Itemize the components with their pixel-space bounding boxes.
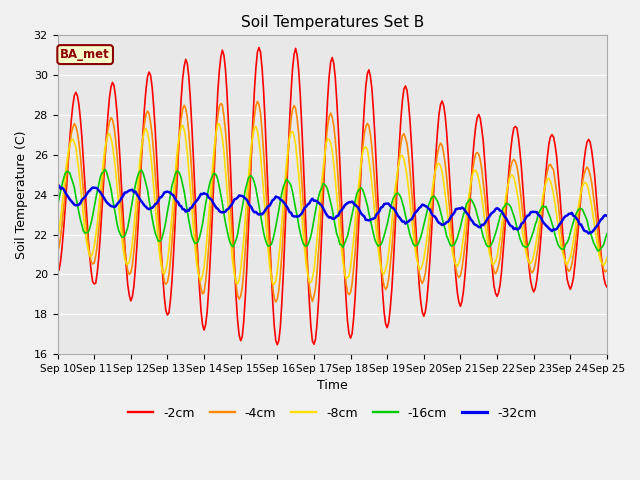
-2cm [388, 287, 396, 293]
-32cm [397, 216, 404, 222]
-2cm [54, 269, 61, 275]
-4cm [156, 236, 164, 242]
-8cm [54, 237, 61, 242]
-32cm [536, 213, 543, 219]
Text: BA_met: BA_met [60, 48, 110, 61]
Y-axis label: Soil Temperature (C): Soil Temperature (C) [15, 131, 28, 259]
-32cm [585, 230, 593, 236]
Line: -32cm: -32cm [58, 185, 607, 233]
-32cm [603, 213, 611, 219]
-4cm [253, 98, 261, 104]
-8cm [400, 156, 408, 162]
-32cm [156, 195, 164, 201]
-4cm [54, 250, 61, 256]
Line: -8cm: -8cm [58, 124, 607, 285]
-16cm [101, 167, 109, 172]
-4cm [69, 125, 77, 131]
-16cm [538, 205, 545, 211]
-8cm [270, 282, 278, 288]
-32cm [69, 200, 77, 206]
-16cm [603, 231, 611, 237]
-2cm [603, 284, 611, 290]
Line: -16cm: -16cm [58, 169, 607, 251]
-2cm [255, 45, 263, 50]
-2cm [156, 219, 164, 225]
-2cm [369, 108, 377, 113]
-32cm [54, 182, 61, 188]
-8cm [603, 255, 611, 261]
-2cm [400, 86, 408, 92]
-16cm [594, 248, 602, 254]
Line: -2cm: -2cm [58, 48, 607, 345]
-8cm [69, 136, 77, 142]
X-axis label: Time: Time [317, 379, 348, 392]
-4cm [388, 248, 396, 253]
-2cm [539, 208, 547, 214]
-8cm [369, 196, 377, 202]
-4cm [369, 163, 377, 168]
-16cm [54, 204, 61, 209]
-4cm [603, 267, 611, 273]
-4cm [272, 299, 280, 305]
-16cm [368, 224, 376, 229]
-2cm [69, 103, 77, 108]
-8cm [539, 193, 547, 199]
-16cm [69, 180, 77, 185]
-16cm [157, 238, 165, 243]
-32cm [367, 217, 374, 223]
-8cm [156, 252, 164, 258]
-8cm [388, 220, 396, 226]
-2cm [273, 342, 281, 348]
Legend: -2cm, -4cm, -8cm, -16cm, -32cm: -2cm, -4cm, -8cm, -16cm, -32cm [123, 402, 541, 425]
-32cm [385, 201, 392, 207]
Line: -4cm: -4cm [58, 101, 607, 302]
Title: Soil Temperatures Set B: Soil Temperatures Set B [241, 15, 424, 30]
-4cm [539, 201, 547, 206]
-4cm [400, 131, 408, 137]
-16cm [387, 207, 394, 213]
-16cm [399, 200, 406, 206]
-8cm [216, 121, 223, 127]
